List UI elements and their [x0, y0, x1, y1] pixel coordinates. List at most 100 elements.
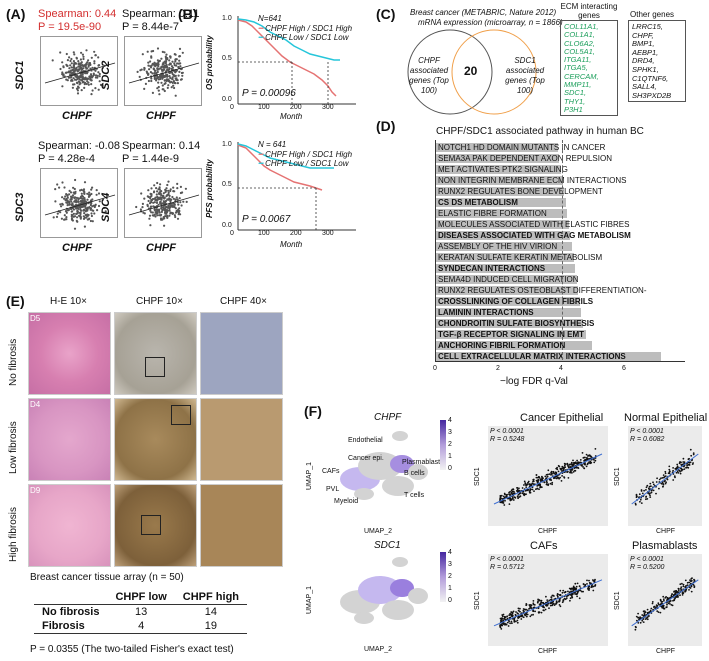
pathway-xlabel: −log FDR q-Val [500, 376, 568, 387]
scatter-point [173, 53, 176, 56]
pfs-ytick-1: 0.5 [222, 181, 232, 188]
scatter-point [153, 69, 157, 72]
scatter-point [136, 70, 139, 73]
scatter-point [163, 64, 166, 67]
scatter-point [688, 464, 691, 466]
sc-ylabel-normal-epi: SDC1 [614, 467, 621, 486]
scatter-point [77, 75, 80, 78]
scatter-point [555, 467, 558, 470]
scatter-point [690, 580, 692, 583]
scatter-point [147, 189, 150, 192]
scatter-point [155, 193, 158, 196]
scatter-point [677, 587, 680, 590]
scatter-point [585, 465, 588, 468]
scatter-point [682, 585, 685, 588]
scatter-point [668, 472, 671, 475]
pathway-label: SEMA4D INDUCED CELL MIGRATION [438, 275, 579, 284]
table-header-1: CHPF low [115, 591, 167, 603]
scatter-point [77, 85, 80, 88]
scatter-point [99, 83, 103, 86]
scatter-point [161, 50, 164, 53]
scatter-point [548, 473, 551, 475]
umap1-scale-0: 0 [448, 465, 452, 472]
venn-right-circle [451, 29, 537, 115]
scatter-point [75, 201, 78, 204]
scatter-point [544, 608, 547, 611]
scatter-point [516, 495, 519, 498]
scatter-point [592, 585, 595, 588]
pathway-bar [436, 220, 569, 229]
sc-ylabel-cafs: SDC1 [474, 591, 481, 610]
scatter-point [637, 622, 640, 624]
scatter-point [65, 78, 68, 81]
scatter-point [174, 60, 177, 63]
scatter-point [155, 71, 158, 75]
scatter-point [151, 91, 154, 94]
os-legend-high: ━ CHPF High / SDC1 High [258, 24, 353, 33]
scatter-point [146, 50, 149, 53]
scatter-point [178, 55, 181, 58]
scatter-point [688, 461, 691, 464]
scatter-point [556, 476, 558, 478]
scatter-point [75, 57, 78, 60]
scatter-point [510, 489, 513, 492]
scatter-point [516, 619, 519, 622]
scatter-point [691, 463, 694, 465]
scatter-point [163, 51, 166, 54]
umap2-scale-3: 3 [448, 561, 452, 568]
scatter-point [682, 457, 685, 460]
scatter-point [85, 82, 88, 86]
scatter-point [499, 626, 502, 629]
scatter-point [70, 62, 73, 65]
scatter-point [573, 469, 576, 472]
scatter-point [171, 77, 174, 80]
scatter-point [649, 496, 652, 498]
scatter-point [153, 72, 156, 75]
scatter-point [521, 492, 524, 495]
scatter-point [678, 462, 681, 465]
os-curve-low [237, 18, 340, 61]
scatter-point [500, 623, 503, 626]
scatter-point [516, 488, 519, 491]
scatter-point [510, 492, 513, 495]
scatter-point [536, 601, 539, 604]
scatter-point [179, 65, 182, 68]
pathway-bar [436, 275, 577, 284]
scatter-point [669, 596, 672, 599]
scatter-point [637, 612, 639, 615]
scatter-point [534, 610, 536, 613]
scatter-point [588, 461, 590, 463]
row-id-d5: D5 [30, 314, 41, 323]
scatter-point [76, 82, 79, 85]
sc-xlabel-cafs: CHPF [538, 648, 558, 655]
sc-title-normal-epi: Normal Epithelial [624, 412, 708, 424]
scatter-point [98, 200, 101, 203]
scatter-point [90, 192, 93, 196]
p-sdc1: P = 19.5e-90 [38, 21, 102, 33]
scatter-point [679, 472, 682, 475]
scatter-point [511, 612, 514, 615]
scatter-point [75, 196, 78, 199]
pfs-xlabel: Month [280, 240, 303, 249]
scatter-point [184, 187, 187, 190]
scatter-point [79, 211, 82, 214]
scatter-point [86, 198, 89, 201]
scatter-point [648, 493, 651, 495]
col-header-he: H-E 10× [50, 296, 87, 307]
scatter-point [549, 604, 552, 607]
scatter-point [679, 594, 681, 597]
scatter-point [642, 610, 645, 613]
scatter-point [177, 74, 180, 77]
scatter-point [168, 209, 171, 212]
scatter-point [523, 480, 526, 483]
scatter-point [175, 77, 178, 80]
ihc-chpf10-no-fibrosis [114, 312, 197, 395]
umap-label-cafs: CAFs [322, 468, 340, 475]
scatter-point [674, 467, 677, 470]
scatter-point [162, 68, 166, 71]
scatter-point [156, 209, 159, 212]
scatter-point [511, 615, 514, 618]
other-gene: AEBP1, [632, 47, 659, 57]
scatter-point [680, 586, 683, 589]
threshold-line [562, 140, 563, 360]
